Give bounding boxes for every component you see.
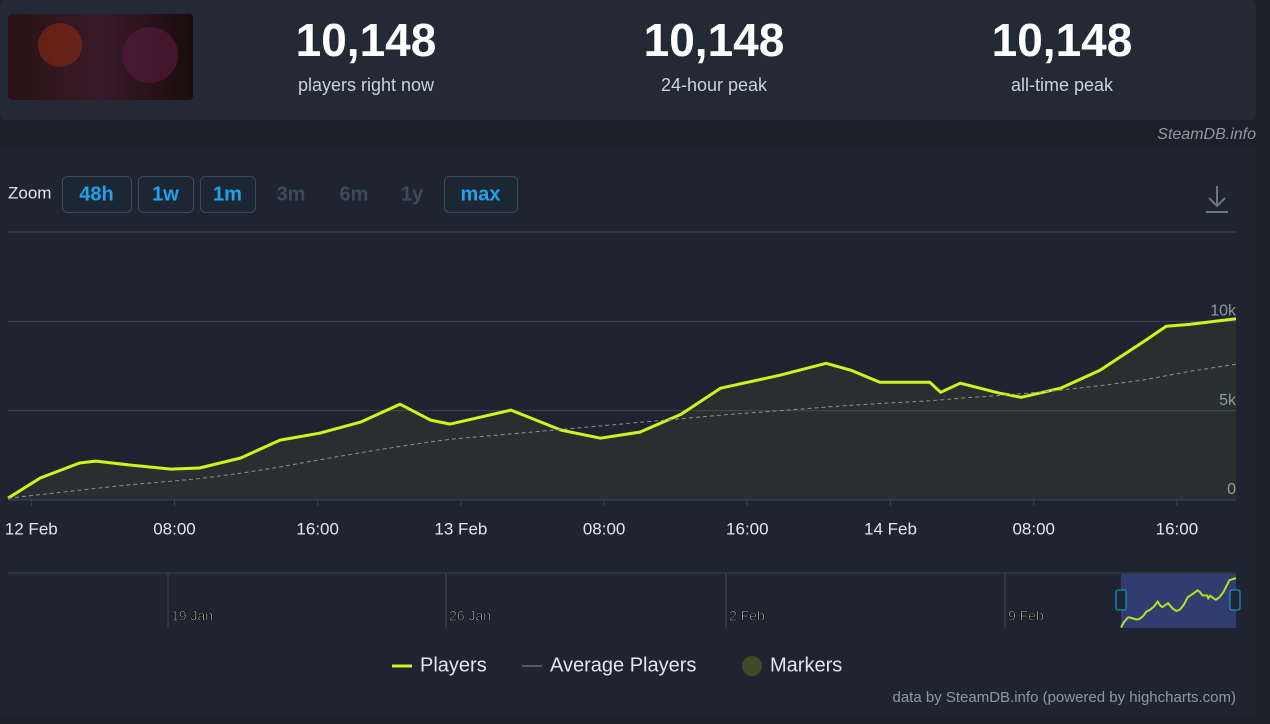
legend-swatch: [742, 656, 762, 676]
x-tick-label: 08:00: [153, 519, 196, 538]
x-tick-label: 16:00: [1156, 519, 1199, 538]
x-tick-label: 13 Feb: [434, 519, 487, 538]
legend-label[interactable]: Average Players: [550, 654, 696, 676]
y-tick-label: 5k: [1219, 392, 1237, 409]
zoom-label: Zoom: [8, 183, 51, 202]
navigator-handle[interactable]: [1115, 589, 1127, 611]
x-tick-label: 08:00: [583, 519, 626, 538]
y-tick-label: 0: [1227, 481, 1236, 498]
zoom-button-label[interactable]: 1w: [152, 183, 179, 205]
x-tick-label: 16:00: [296, 519, 339, 538]
stat-value: 10,148: [992, 14, 1133, 66]
stat-label: all-time peak: [1011, 75, 1114, 95]
x-tick-label: 16:00: [726, 519, 769, 538]
stat-label: players right now: [298, 75, 435, 95]
zoom-button[interactable]: [138, 176, 194, 213]
zoom-button-label[interactable]: 48h: [79, 183, 113, 205]
navigator-date-label: 2 Feb: [729, 608, 765, 624]
stat-value: 10,148: [296, 14, 437, 66]
navigator-date-label: 9 Feb: [1008, 608, 1044, 624]
zoom-button[interactable]: [444, 176, 518, 213]
y-tick-label: 10k: [1210, 303, 1237, 320]
x-tick-label: 08:00: [1012, 519, 1055, 538]
zoom-button-label[interactable]: max: [460, 183, 500, 205]
series-area: [8, 318, 1236, 500]
zoom-button-label[interactable]: 1m: [213, 183, 242, 205]
zoom-button[interactable]: [62, 176, 132, 213]
navigator-date-label: 26 Jan: [449, 608, 491, 624]
download-glyph: [1206, 186, 1228, 213]
header-panel: [0, 0, 1256, 120]
navigator-date-label: 19 Jan: [171, 608, 213, 624]
zoom-button-label: 1y: [401, 183, 424, 205]
source-label[interactable]: SteamDB.info: [1157, 126, 1256, 143]
download-icon[interactable]: [1206, 186, 1228, 213]
navigator-handle[interactable]: [1229, 589, 1241, 611]
stat-value: 10,148: [644, 14, 785, 66]
legend-label[interactable]: Markers: [770, 654, 842, 676]
zoom-button-label: 3m: [277, 183, 306, 205]
x-tick-label: 14 Feb: [864, 519, 917, 538]
zoom-button[interactable]: [200, 176, 256, 213]
thumbnail-art: [122, 27, 178, 83]
series-line: [7, 317, 1237, 500]
zoom-button-label: 6m: [340, 183, 369, 205]
credits[interactable]: data by SteamDB.info (powered by highcha…: [893, 689, 1237, 706]
series-line: [7, 363, 1237, 499]
navigator-line: [1120, 577, 1237, 628]
thumbnail-art: [38, 23, 82, 67]
legend-label[interactable]: Players: [420, 654, 487, 676]
stat-label: 24-hour peak: [661, 75, 768, 95]
x-tick-label: 12 Feb: [5, 519, 58, 538]
